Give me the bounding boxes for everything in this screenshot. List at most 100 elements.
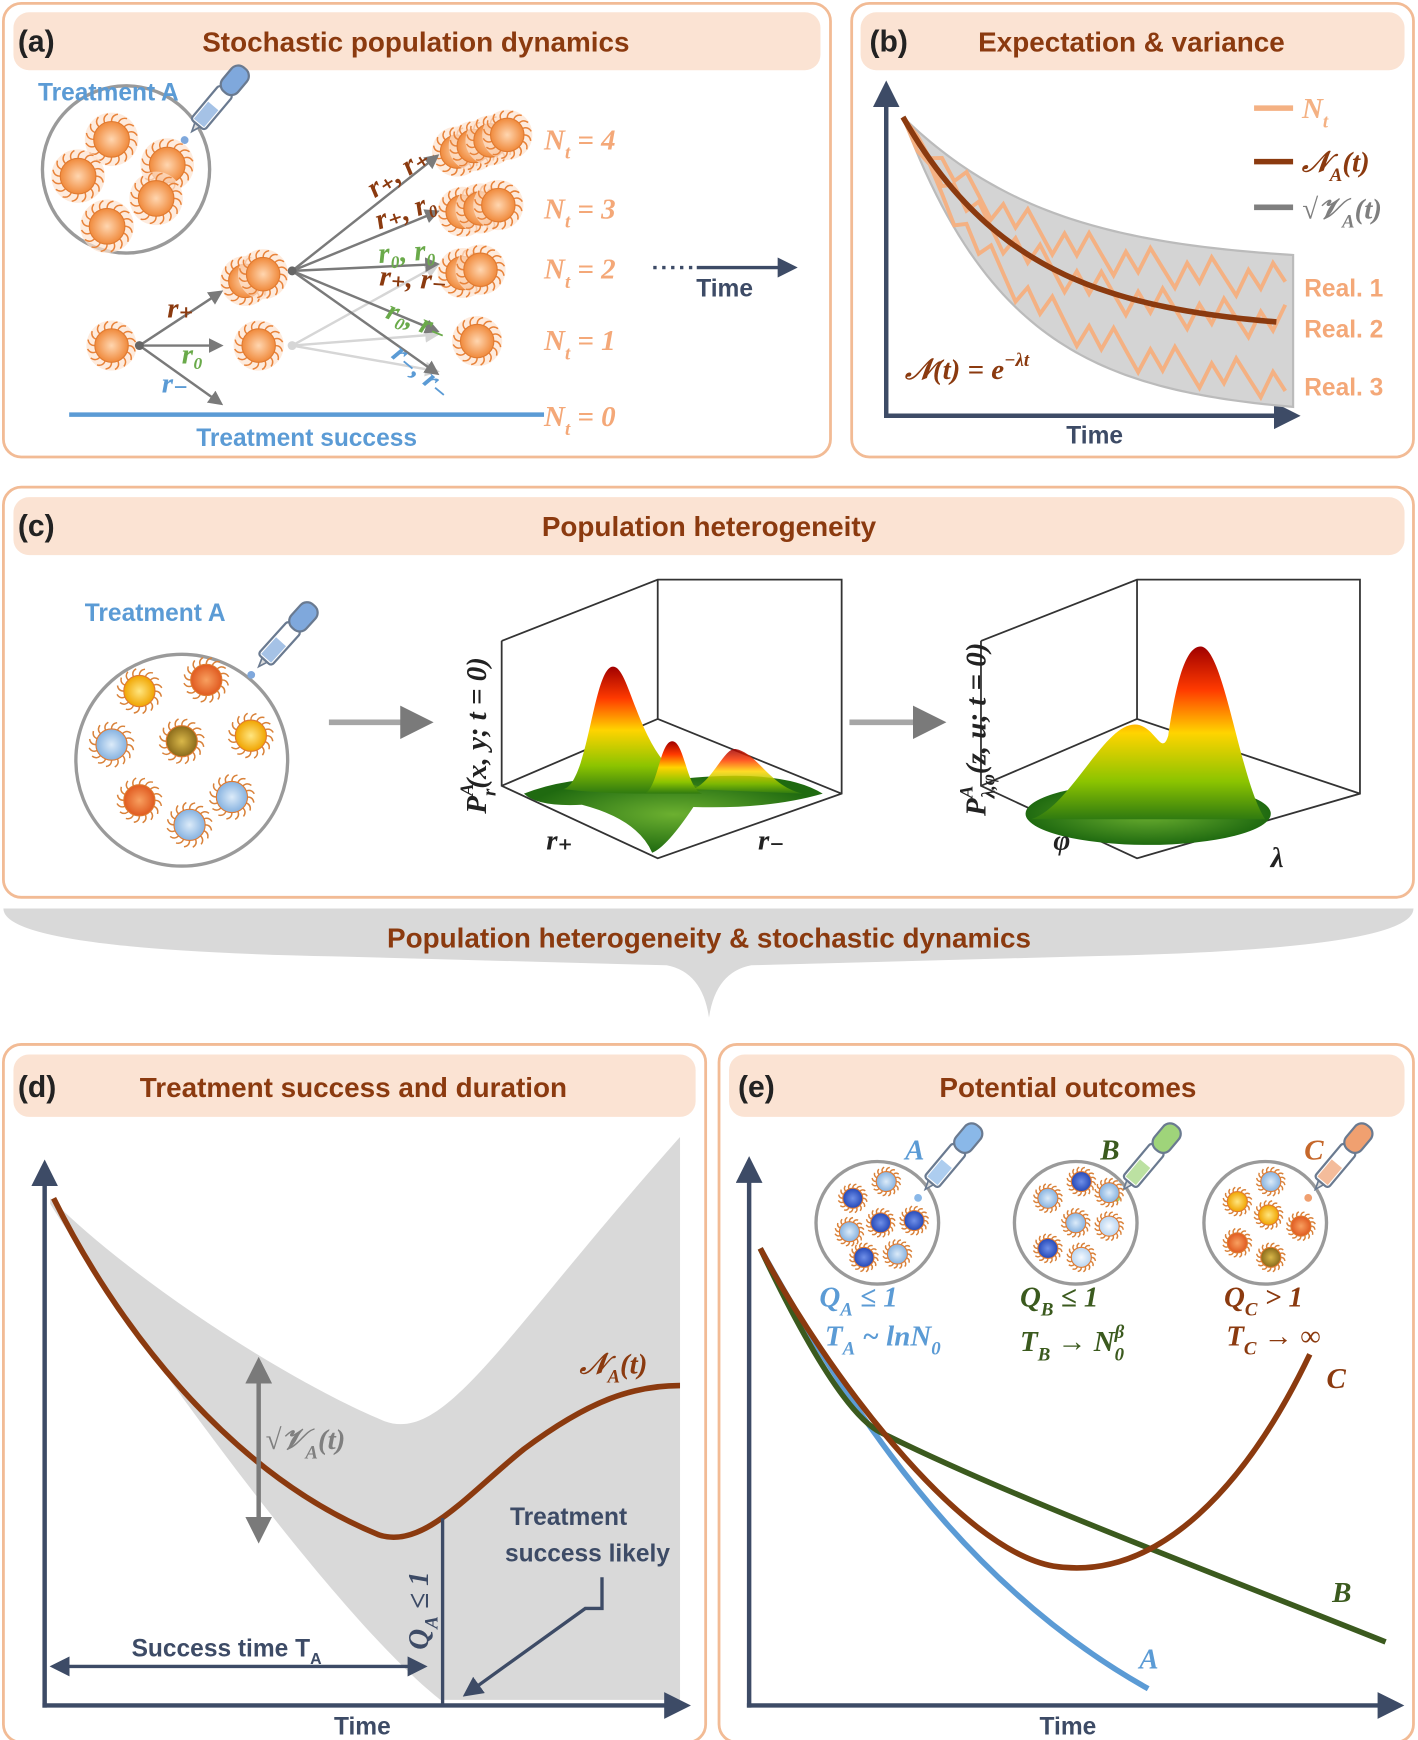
cell-hair (512, 114, 522, 120)
cell-hair (279, 273, 288, 281)
math-part: ~ lnN (855, 1320, 932, 1352)
cell-hair (183, 840, 191, 848)
cell-hair (145, 149, 152, 159)
cell-hair (459, 161, 469, 167)
cell-hair (237, 749, 246, 755)
cell-hair (455, 211, 466, 217)
cell-hair (264, 325, 274, 331)
cell-hair (140, 175, 145, 187)
panel-label: (e) (738, 1071, 775, 1104)
cell (1255, 1166, 1286, 1197)
cell-hair (154, 799, 163, 807)
variance-band (901, 116, 1295, 409)
math-part: N (543, 401, 566, 433)
cell-hair (127, 145, 134, 156)
math-part: = 2 (570, 254, 615, 286)
cell-hair (122, 730, 132, 735)
panel-title: Population heterogeneity (542, 511, 877, 542)
cell-body (1257, 1204, 1280, 1226)
x-axis-label: r₊ (546, 824, 573, 856)
cell-hair (197, 740, 205, 747)
cell-hair (120, 786, 126, 796)
cell-hair (486, 120, 493, 130)
cell-hair (472, 183, 478, 194)
math-part: ≤ 1 (403, 1571, 435, 1616)
cell-hair (513, 210, 519, 220)
cell-hair (200, 811, 210, 815)
cell-hair (162, 727, 168, 736)
node (287, 266, 297, 276)
cell-hair (479, 245, 487, 254)
cell-hair (234, 811, 240, 821)
math-part: Q (403, 1629, 435, 1650)
dropper-liquid (1125, 1159, 1151, 1186)
math-part: T (1226, 1320, 1245, 1352)
cell-hair (95, 116, 100, 128)
bridge-text: Population heterogeneity & stochastic dy… (387, 922, 1031, 953)
cell-hair (105, 760, 113, 768)
cell-hair (488, 326, 499, 330)
cell-body (173, 808, 206, 842)
panel-label: (d) (18, 1071, 56, 1104)
cell-body (459, 323, 495, 359)
cell-hair (218, 811, 227, 817)
panel-c: Treatment A PAr(x, y; t = 0) r₊ r₋ PAλ,φ… (74, 578, 1361, 874)
cell-hair (469, 151, 480, 156)
cell-hair (452, 157, 463, 161)
cell-hair (256, 290, 264, 299)
cell-hair (506, 110, 514, 119)
success-label: Treatment success (196, 425, 417, 452)
cell-hair (486, 249, 496, 255)
cell-hair (91, 203, 96, 215)
cell-hair (153, 696, 159, 705)
cell-hair (256, 716, 265, 722)
formula: 𝒩(t) = e−λt (904, 350, 1030, 386)
cell-hair (510, 150, 516, 160)
cell-body (842, 1187, 864, 1209)
cell-hair (168, 182, 179, 187)
cell-hair (447, 288, 457, 294)
cell-hair (449, 149, 459, 154)
cell-hair (226, 812, 233, 820)
time-label: Time (696, 276, 753, 303)
arrow (291, 263, 440, 347)
cell-hair (246, 789, 255, 795)
cell-hair (455, 352, 466, 356)
cell-hair (273, 337, 284, 343)
cell-hair (465, 284, 475, 291)
cell-hair (242, 783, 252, 787)
cell-hair (133, 210, 145, 215)
cell-hair (456, 289, 464, 298)
cell-hair (132, 777, 137, 787)
cell-hair (119, 210, 130, 215)
cell-hair (90, 160, 101, 165)
cell-hair (491, 281, 496, 292)
cell-hair (459, 219, 470, 224)
cell-hair (518, 146, 522, 157)
cell-hair (149, 810, 154, 821)
cell-hair (447, 190, 452, 201)
cell-hair (216, 666, 227, 670)
cell (899, 1205, 930, 1236)
cell-hair (183, 682, 193, 688)
cell (86, 320, 137, 371)
cell (882, 1238, 913, 1270)
curve-label: B (1331, 1577, 1351, 1609)
cell-hair (183, 674, 191, 681)
cell-hair (501, 151, 508, 160)
math-part: A (421, 1616, 442, 1630)
cell-hair (151, 142, 156, 153)
cell-hair (123, 232, 129, 242)
cell-hair (90, 356, 101, 361)
cell-hair (122, 356, 127, 367)
math-part: A (1341, 212, 1355, 233)
cell-hair (237, 256, 243, 266)
cell-hair (62, 192, 72, 198)
cell-hair (501, 220, 507, 230)
cell-hair (465, 143, 476, 149)
cell-hair (175, 804, 180, 815)
math-part: B (1040, 1300, 1054, 1321)
cell-hair (127, 131, 138, 137)
rate-label: r₀ (182, 338, 203, 370)
